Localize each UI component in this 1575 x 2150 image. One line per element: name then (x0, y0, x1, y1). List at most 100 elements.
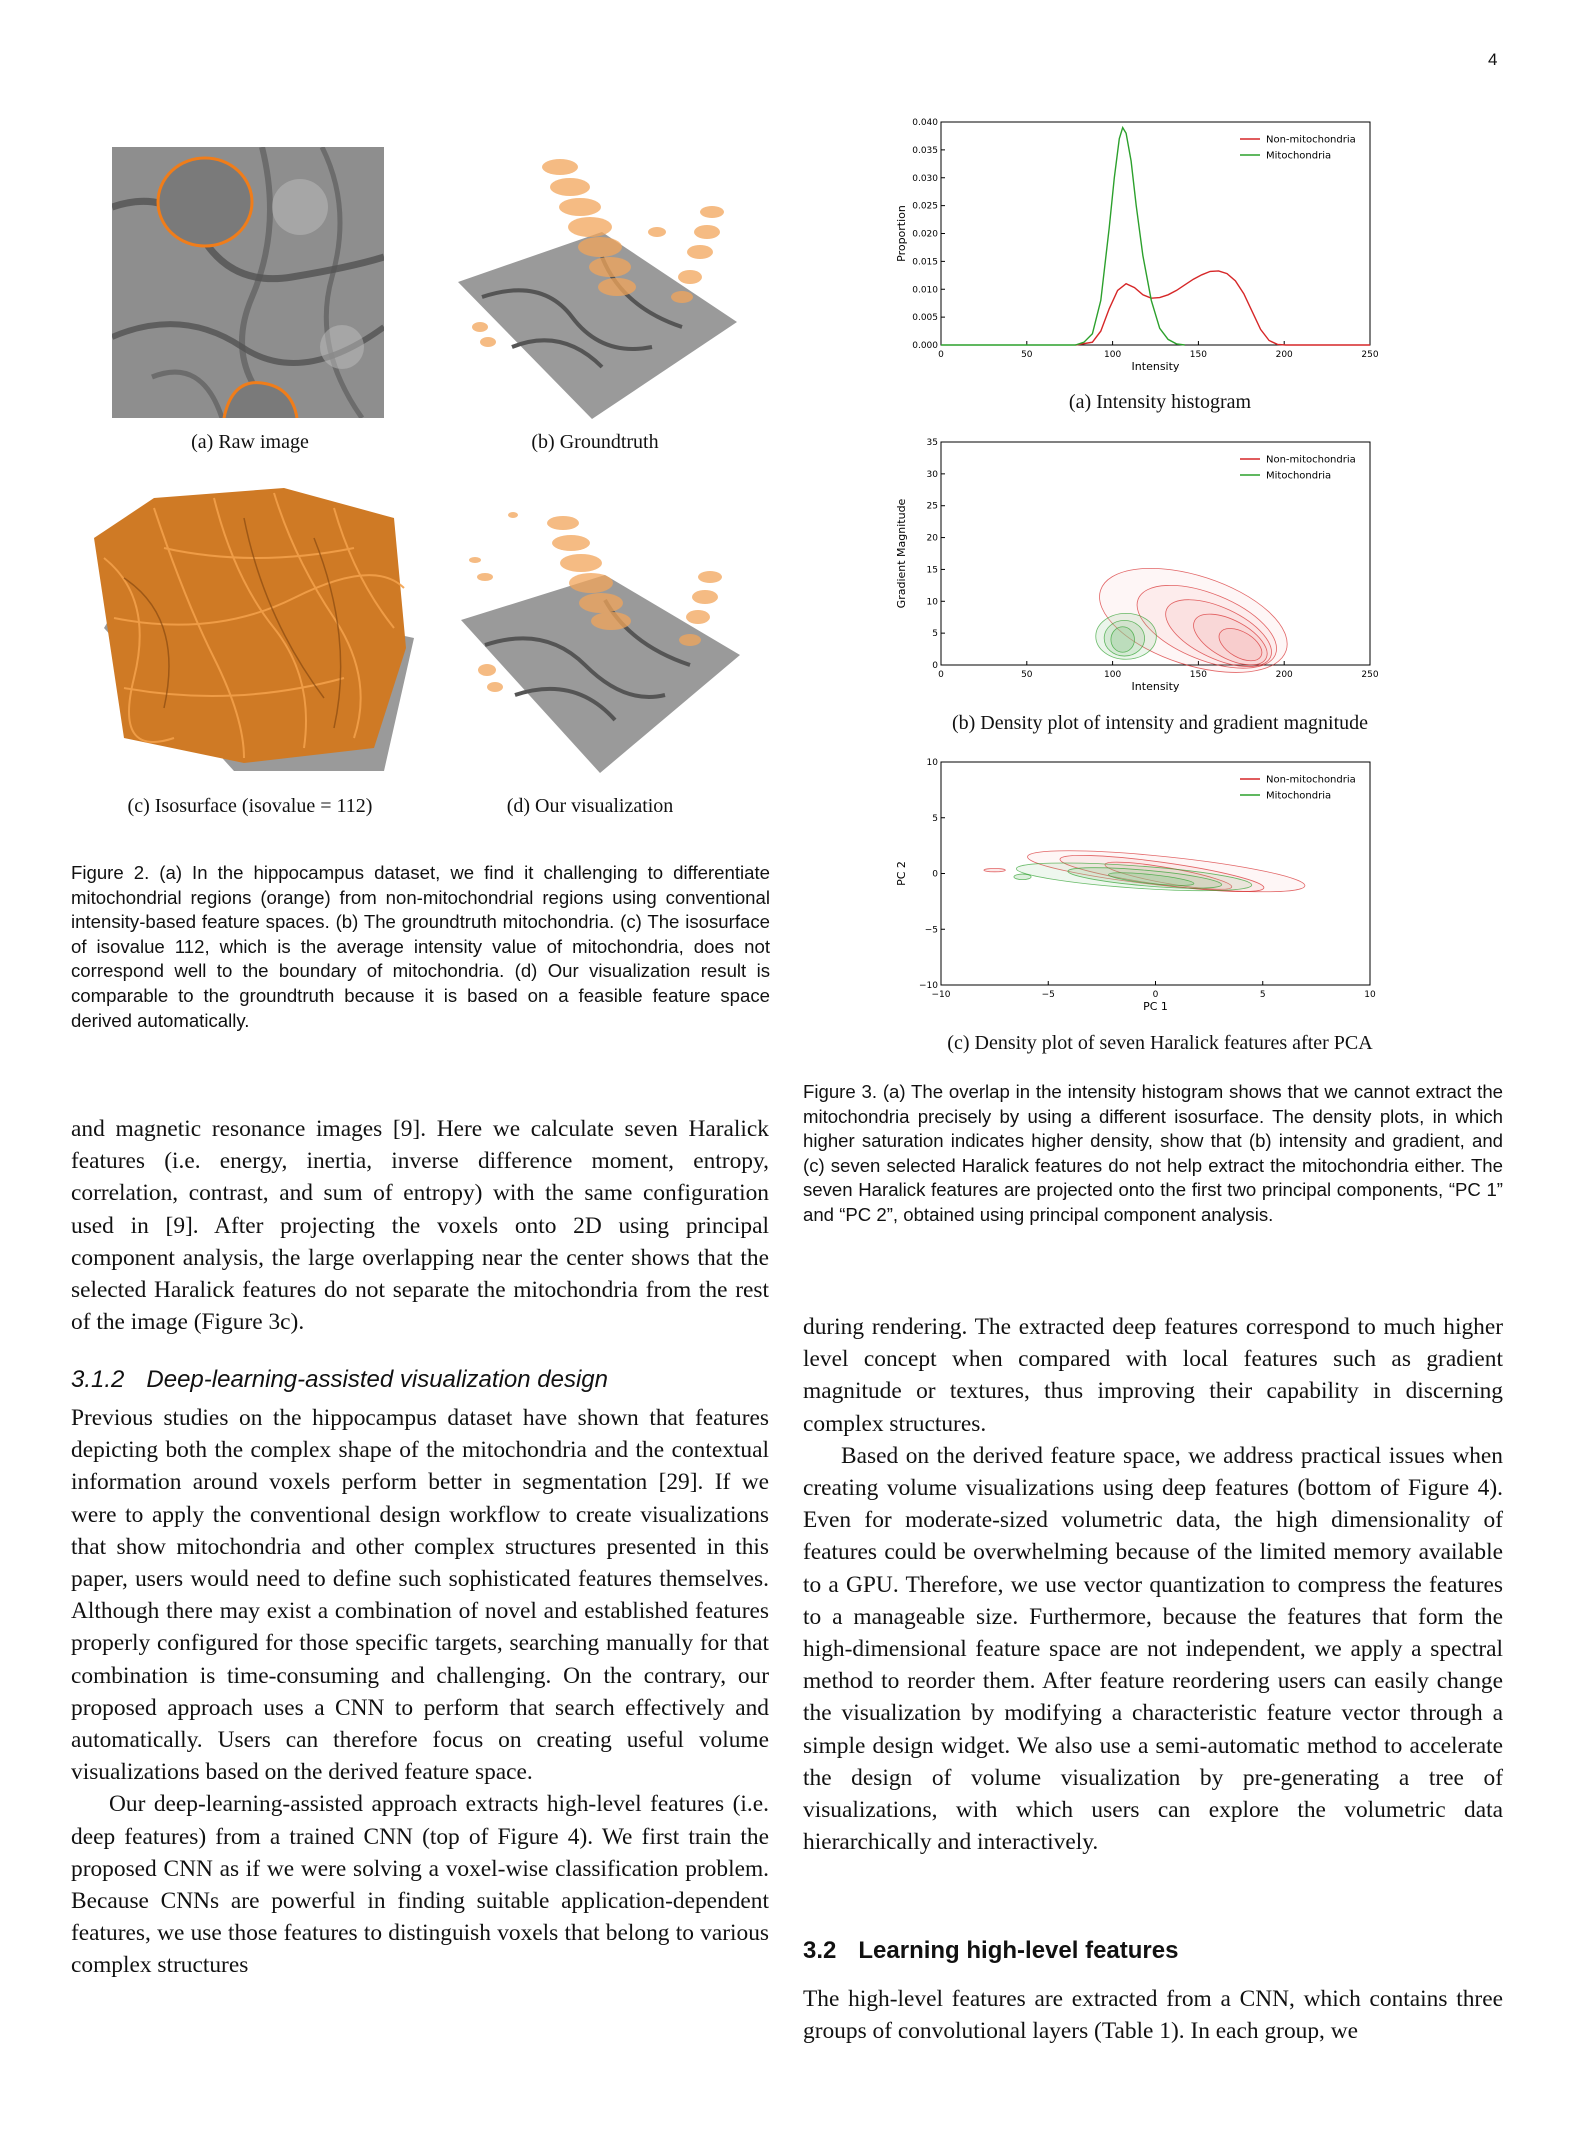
legend-label: Non-mitochondria (1266, 135, 1356, 146)
figure3-caption: Figure 3. (a) The overlap in the intensi… (803, 1081, 1503, 1225)
y-tick-label: 5 (932, 629, 938, 639)
x-tick-label: 50 (1021, 670, 1033, 680)
x-tick-label: −10 (932, 990, 951, 1000)
section-title: Deep-learning-assisted visualization des… (146, 1366, 608, 1393)
section-title: Learning high-level features (858, 1937, 1179, 1964)
density-contour (1108, 872, 1195, 886)
y-tick-label: −5 (925, 925, 938, 935)
right-body-top: during rendering. The extracted deep fea… (803, 1311, 1503, 1858)
density-contour (1110, 626, 1135, 653)
section-heading-3-1-2: 3.1.2 Deep-learning-assisted visualizatio… (71, 1366, 608, 1394)
paragraph: during rendering. The extracted deep fea… (803, 1314, 1503, 1437)
isosurface-render (94, 478, 414, 771)
section-number: 3.1.2 (71, 1366, 125, 1393)
y-tick-label: 10 (927, 597, 939, 607)
y-axis-label: Proportion (895, 205, 908, 262)
fig2c-subcaption: (c) Isosurface (isovalue = 112) (127, 795, 373, 817)
series-line (1075, 270, 1286, 346)
y-tick-label: 0.025 (912, 202, 938, 212)
fig3c-subcaption: (c) Density plot of seven Haralick featu… (947, 1032, 1373, 1054)
left-body-top: and magnetic resonance images [9]. Here … (71, 1113, 769, 1338)
x-tick-label: 200 (1276, 670, 1293, 680)
paragraph: and magnetic resonance images [9]. Here … (71, 1116, 769, 1336)
y-tick-label: 0.015 (912, 257, 938, 267)
x-axis-label: Intensity (1132, 680, 1180, 693)
raw-image (112, 147, 384, 418)
density-contour (1013, 873, 1032, 881)
x-tick-label: 150 (1190, 350, 1207, 360)
legend-label: Non-mitochondria (1266, 775, 1356, 786)
x-tick-label: 150 (1190, 670, 1207, 680)
x-axis-label: Intensity (1132, 360, 1180, 373)
legend-label: Mitochondria (1266, 791, 1331, 802)
left-body-bottom: Previous studies on the hippocampus data… (71, 1402, 769, 1982)
y-tick-label: −10 (919, 981, 938, 991)
paragraph: The high-level features are extracted fr… (803, 1986, 1503, 2045)
groundtruth-render (452, 147, 742, 420)
haralick-pca-density-chart: −10 −5 0 5 10 −10 −5 0 5 10 PC 1 PC 2 Non-mitochondr… (895, 758, 1376, 1013)
y-tick-label: 5 (932, 814, 938, 824)
y-tick-label: 0.030 (912, 174, 938, 184)
density-contour (1099, 567, 1288, 673)
x-tick-label: 0 (938, 350, 944, 360)
y-tick-label: 0.020 (912, 230, 938, 240)
fig2a-subcaption: (a) Raw image (191, 431, 309, 453)
y-tick-label: 25 (927, 502, 938, 512)
section-number: 3.2 (803, 1937, 837, 1964)
series-line (1075, 125, 1185, 346)
paragraph: Our deep-learning-assisted approach extr… (71, 1791, 769, 1979)
x-tick-label: 250 (1361, 670, 1378, 680)
density-contour (1193, 613, 1268, 666)
fig2b-subcaption: (b) Groundtruth (531, 431, 659, 453)
fig2d-subcaption: (d) Our visualization (506, 795, 674, 817)
x-tick-label: 100 (1104, 670, 1121, 680)
x-tick-label: 0 (938, 670, 944, 680)
density-contour (983, 868, 1006, 873)
intensity-histogram-chart: 0 50 100 150 200 250 0.000 0.005 0.010 0.015 0.020… (895, 118, 1379, 373)
y-tick-label: 20 (927, 534, 939, 544)
paragraph: Previous studies on the hippocampus data… (71, 1405, 769, 1786)
y-tick-label: 10 (927, 758, 939, 768)
density-contour (1015, 862, 1253, 892)
plot-frame (940, 441, 1371, 666)
density-contour (1136, 584, 1277, 669)
density-contour (1165, 599, 1272, 667)
x-tick-label: −5 (1042, 990, 1055, 1000)
y-tick-label: 0.010 (912, 285, 938, 295)
density-contour (1218, 628, 1263, 662)
x-tick-label: 200 (1276, 350, 1293, 360)
our-visualization-render (455, 505, 745, 773)
y-tick-label: 0.035 (912, 146, 938, 156)
paragraph: Based on the derived feature space, we a… (803, 1442, 1503, 1856)
legend-label: Mitochondria (1266, 151, 1331, 162)
legend-label: Mitochondria (1266, 471, 1331, 482)
legend-label: Non-mitochondria (1266, 455, 1356, 466)
density-contour (1103, 620, 1145, 657)
y-axis-label: PC 2 (895, 861, 908, 886)
y-tick-label: 0 (932, 870, 938, 880)
x-tick-label: 10 (1364, 990, 1376, 1000)
y-tick-label: 30 (927, 470, 939, 480)
section-heading-3-2: 3.2 Learning high-level features (803, 1937, 1178, 1965)
x-tick-label: 100 (1104, 350, 1121, 360)
y-tick-label: 0.005 (912, 313, 938, 323)
y-tick-label: 0 (932, 661, 938, 671)
x-tick-label: 250 (1361, 350, 1378, 360)
density-contour (1067, 867, 1223, 889)
density-contour (1027, 850, 1306, 893)
page-number: 4 (1488, 50, 1498, 69)
fig3a-subcaption: (a) Intensity histogram (1068, 391, 1252, 413)
y-tick-label: 0.000 (912, 341, 938, 351)
intensity-gradient-density-chart: 0 50 100 150 200 250 0 5 10 15 20 25 30 35 Intensity Gr… (895, 438, 1379, 693)
figure2-caption: Figure 2. (a) In the hippocampus dataset… (71, 862, 770, 1031)
y-tick-label: 35 (927, 438, 938, 448)
y-tick-label: 0.040 (912, 118, 938, 128)
y-tick-label: 15 (927, 565, 938, 575)
density-contour (1104, 861, 1233, 890)
x-tick-label: 50 (1021, 350, 1033, 360)
x-tick-label: 5 (1260, 990, 1266, 1000)
y-axis-label: Gradient Magnitude (895, 498, 908, 608)
fig3b-subcaption: (b) Density plot of intensity and gradie… (951, 712, 1369, 734)
right-body-bottom: The high-level features are extracted fr… (803, 1983, 1503, 2047)
x-axis-label: PC 1 (1143, 1000, 1168, 1013)
